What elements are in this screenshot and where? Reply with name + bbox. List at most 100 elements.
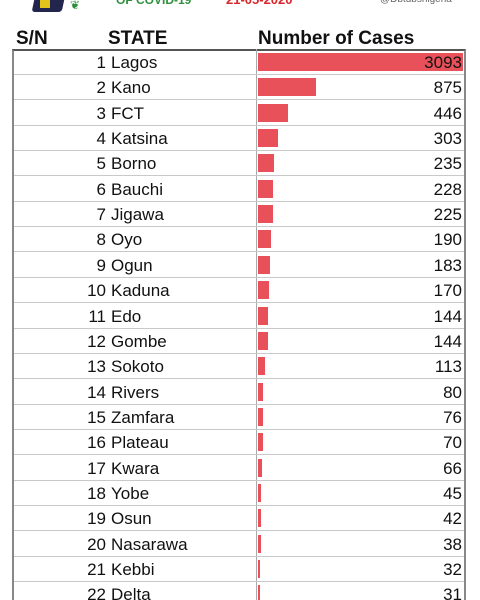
row-state: Nasarawa [111,534,188,554]
bar-cell [258,560,463,578]
bar-cell [258,433,463,452]
bar-cell [258,483,463,502]
table-row: 11 Edo 144 [14,304,464,329]
case-count: 875 [433,78,462,98]
row-sn: 2 [96,78,106,98]
row-state: Yobe [111,483,150,503]
case-count: 183 [433,255,462,275]
table-row: 17 Kwara 66 [14,456,464,481]
row-state: Bauchi [111,179,163,199]
column-header-state: STATE [108,28,168,49]
banner-covid-text: OF COVID-19 [116,0,192,7]
bar-cell [258,458,463,477]
row-state: Ogun [111,255,153,275]
row-state: Sokoto [111,357,164,377]
case-count: 190 [433,230,462,250]
table-row: 7 Jigawa 225 [14,202,464,228]
bar-cell [258,407,463,426]
table-row: 14 Rivers 80 [14,380,464,405]
case-count: 42 [443,509,462,529]
table-row: 5 Borno 235 [14,151,464,177]
case-count: 31 [443,585,462,600]
case-bar [258,382,264,401]
table-row: 4 Katsina 303 [14,126,464,152]
case-count: 70 [443,433,462,453]
bar-cell [258,129,463,148]
row-state: Jigawa [111,205,164,225]
case-count: 235 [433,154,462,174]
bar-cell [258,585,463,600]
case-bar [258,306,268,325]
case-bar [258,357,266,376]
row-sn: 19 [87,509,106,529]
row-state: Osun [111,509,152,529]
case-bar [258,281,270,300]
column-header-cases: Number of Cases [258,28,415,49]
leaf-icon: ❦ [70,0,81,12]
case-bar [258,433,263,452]
table-row: 19 Osun 42 [14,506,464,532]
bar-cell [258,179,463,198]
row-state: Zamfara [111,407,175,427]
row-sn: 4 [96,129,106,149]
row-sn: 12 [87,331,106,351]
table-row: 22 Delta 31 [14,582,464,600]
case-bar [258,78,316,97]
row-state: Plateau [111,433,169,453]
row-sn: 7 [96,205,106,225]
row-sn: 9 [96,255,106,275]
row-state: Kaduna [111,281,170,301]
case-bar [258,154,274,173]
case-bar [258,483,261,502]
case-count: 144 [433,306,462,326]
case-bar [258,509,261,528]
case-bar [258,585,261,600]
bar-cell [258,357,463,376]
table-row: 8 Oyo 190 [14,227,464,253]
row-state: Lagos [111,53,158,72]
table-row: 6 Bauchi 228 [14,177,464,202]
bar-cell [258,205,463,224]
case-count: 170 [433,281,462,301]
row-sn: 6 [96,179,106,199]
case-count: 3093 [424,53,462,72]
bar-cell [258,78,463,97]
case-count: 144 [433,331,462,351]
bar-cell [258,306,463,325]
row-sn: 3 [96,103,106,123]
table-row: 9 Ogun 183 [14,253,464,278]
table-row: 18 Yobe 45 [14,481,464,506]
row-state: Kebbi [111,560,155,579]
case-bar [258,129,279,148]
bar-cell [258,331,463,350]
case-count: 76 [443,407,462,427]
banner-handle: @Dbtdbsnigeria [380,0,452,8]
row-state: Katsina [111,129,168,149]
case-bar [258,458,263,477]
row-sn: 8 [96,230,106,250]
banner-date: 21-05-2020 [226,0,293,8]
bar-cell [258,154,463,173]
table-row: 16 Plateau 70 [14,430,464,456]
bar-cell [258,509,463,528]
case-bar [258,53,463,71]
table-row: 21 Kebbi 32 [14,557,464,582]
row-state: Rivers [111,382,160,402]
bar-cell [258,230,463,249]
row-state: Kano [111,78,151,98]
case-bar [258,205,273,224]
case-count: 66 [443,458,462,478]
table-row: 12 Gombe 144 [14,329,464,354]
row-sn: 11 [88,306,106,326]
row-state: Gombe [111,331,167,351]
row-sn: 18 [87,483,106,503]
bar-cell [258,281,463,300]
header-banner: ❦ OF COVID-19 21-05-2020 @Dbtdbsnigeria [0,0,480,14]
case-bar [258,179,274,198]
case-bar [258,230,271,249]
row-sn: 21 [87,560,106,579]
row-sn: 17 [87,458,106,478]
row-state: Delta [111,585,151,600]
table-row: 20 Nasarawa 38 [14,532,464,557]
